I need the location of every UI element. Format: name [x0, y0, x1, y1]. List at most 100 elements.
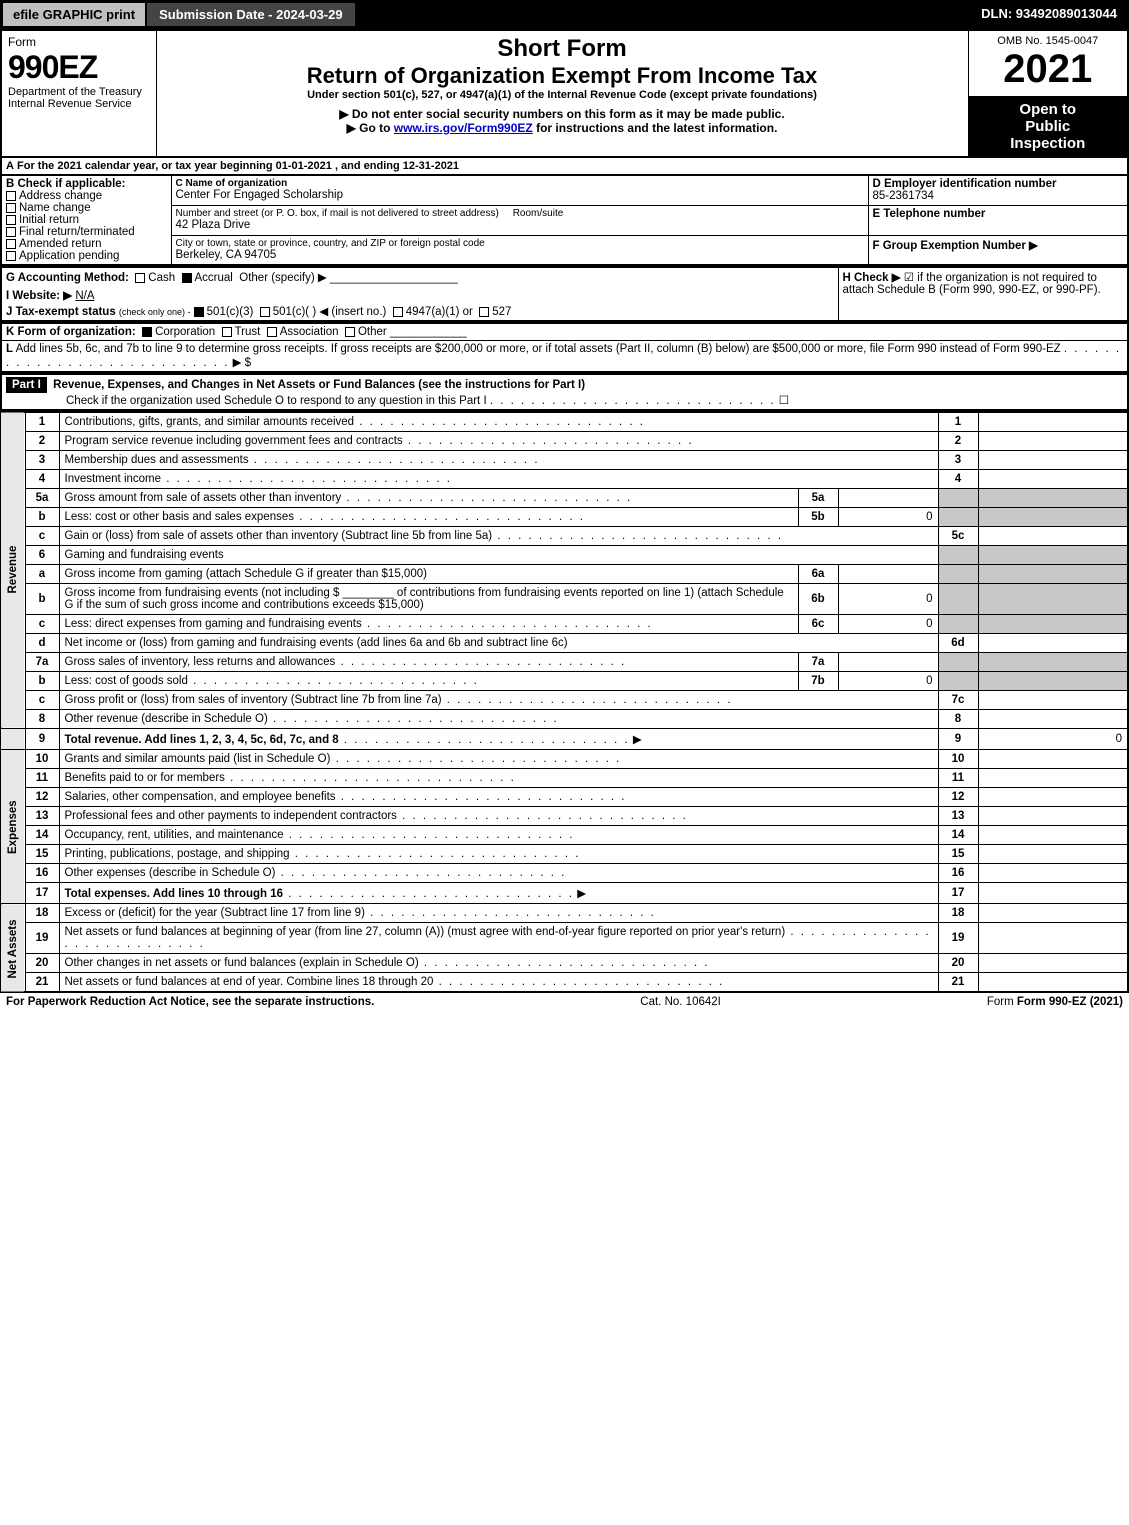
- line-21-text: Net assets or fund balances at end of ye…: [65, 976, 434, 988]
- line-1-box: 1: [938, 412, 978, 432]
- chk-cash[interactable]: [135, 273, 145, 283]
- form-footer-num: Form 990-EZ (2021): [1017, 996, 1123, 1008]
- line-1-num: 1: [25, 412, 59, 432]
- line-19-amt: [978, 923, 1128, 954]
- line-21-box: 21: [938, 973, 978, 993]
- line-16-amt: [978, 864, 1128, 883]
- tax-year: 2021: [975, 47, 1122, 92]
- part-i-title: Revenue, Expenses, and Changes in Net As…: [53, 379, 585, 391]
- section-l-arrow: ▶ $: [233, 357, 251, 369]
- form-label: Form: [8, 35, 150, 49]
- line-19-num: 19: [25, 923, 59, 954]
- line-3-text: Membership dues and assessments: [65, 454, 249, 466]
- shaded-cell: [938, 653, 978, 672]
- efile-print-button[interactable]: efile GRAPHIC print: [2, 2, 146, 27]
- part-i-label: Part I: [6, 377, 47, 393]
- shaded-cell: [978, 546, 1128, 565]
- line-3-box: 3: [938, 451, 978, 470]
- irs-link[interactable]: www.irs.gov/Form990EZ: [394, 121, 533, 135]
- part-i-lines: Revenue 1 Contributions, gifts, grants, …: [0, 411, 1129, 993]
- main-title: Return of Organization Exempt From Incom…: [163, 63, 962, 89]
- line-7b-subamt: 0: [838, 672, 938, 691]
- line-7c-text: Gross profit or (loss) from sales of inv…: [65, 694, 442, 706]
- line-15-num: 15: [25, 845, 59, 864]
- chk-schedule-b[interactable]: ☑: [904, 272, 914, 284]
- accrual-label: Accrual: [195, 272, 233, 284]
- revenue-side-label: Revenue: [1, 412, 25, 729]
- line-6c-text: Less: direct expenses from gaming and fu…: [65, 618, 362, 630]
- section-a-label: A: [6, 160, 14, 172]
- top-bar: efile GRAPHIC print Submission Date - 20…: [0, 0, 1129, 29]
- line-7a-sub: 7a: [798, 653, 838, 672]
- section-b-label: B Check if applicable:: [6, 178, 167, 190]
- shaded-cell: [978, 565, 1128, 584]
- chk-527[interactable]: [479, 307, 489, 317]
- section-j-label: J Tax-exempt status: [6, 306, 116, 318]
- assoc-label: Association: [280, 326, 339, 338]
- line-1-amt: [978, 412, 1128, 432]
- line-12-text: Salaries, other compensation, and employ…: [65, 791, 336, 803]
- line-10-text: Grants and similar amounts paid (list in…: [65, 753, 331, 765]
- line-7c-amt: [978, 691, 1128, 710]
- chk-4947[interactable]: [393, 307, 403, 317]
- room-suite-label: Room/suite: [513, 208, 564, 219]
- line-8-amt: [978, 710, 1128, 729]
- chk-accrual[interactable]: [182, 273, 192, 283]
- address-change-label: Address change: [19, 190, 102, 202]
- line-10-box: 10: [938, 750, 978, 769]
- chk-other-org[interactable]: [345, 327, 355, 337]
- line-7b-sub: 7b: [798, 672, 838, 691]
- line-14-num: 14: [25, 826, 59, 845]
- a1-label: 4947(a)(1) or: [406, 306, 473, 318]
- chk-address-change[interactable]: Address change: [6, 190, 167, 202]
- website-value: N/A: [75, 290, 94, 302]
- under-section-text: Under section 501(c), 527, or 4947(a)(1)…: [163, 89, 962, 101]
- chk-corp[interactable]: [142, 327, 152, 337]
- section-g-label: G Accounting Method:: [6, 272, 129, 284]
- line-5c-amt: [978, 527, 1128, 546]
- dln-label: DLN: 93492089013044: [971, 2, 1127, 27]
- line-2-num: 2: [25, 432, 59, 451]
- line-7b-text: Less: cost of goods sold: [65, 675, 188, 687]
- line-7b-num: b: [25, 672, 59, 691]
- line-15-amt: [978, 845, 1128, 864]
- chk-assoc[interactable]: [267, 327, 277, 337]
- chk-amended[interactable]: Amended return: [6, 238, 167, 250]
- other-org-label: Other: [358, 326, 387, 338]
- arrow-icon: ▶: [633, 734, 642, 746]
- line-16-box: 16: [938, 864, 978, 883]
- chk-name-change[interactable]: Name change: [6, 202, 167, 214]
- chk-trust[interactable]: [222, 327, 232, 337]
- ein-value: 85-2361734: [873, 190, 1124, 202]
- line-6b-num: b: [25, 584, 59, 615]
- app-pending-label: Application pending: [19, 250, 119, 262]
- org-name: Center For Engaged Scholarship: [176, 189, 864, 201]
- chk-501c[interactable]: [260, 307, 270, 317]
- section-c-label: C Name of organization: [176, 178, 864, 189]
- goto-text: ▶ Go to www.irs.gov/Form990EZ for instru…: [163, 121, 962, 135]
- k-l-block: K Form of organization: Corporation Trus…: [0, 322, 1129, 373]
- part-i-check-text: Check if the organization used Schedule …: [66, 395, 487, 407]
- section-h-label: H Check ▶: [843, 272, 901, 284]
- chk-501c3[interactable]: [194, 307, 204, 317]
- line-9-num: 9: [25, 729, 59, 750]
- section-a-row: A For the 2021 calendar year, or tax yea…: [0, 158, 1129, 174]
- opento-2: Public: [975, 118, 1122, 135]
- part-i-box[interactable]: ☐: [779, 395, 789, 407]
- page-footer: For Paperwork Reduction Act Notice, see …: [0, 993, 1129, 1011]
- line-5a-num: 5a: [25, 489, 59, 508]
- line-5b-num: b: [25, 508, 59, 527]
- line-14-text: Occupancy, rent, utilities, and maintena…: [65, 829, 284, 841]
- opento-1: Open to: [975, 101, 1122, 118]
- line-17-num: 17: [25, 883, 59, 904]
- line-6d-num: d: [25, 634, 59, 653]
- line-6c-sub: 6c: [798, 615, 838, 634]
- department-text: Department of the Treasury Internal Reve…: [8, 86, 150, 110]
- chk-app-pending[interactable]: Application pending: [6, 250, 167, 262]
- line-3-num: 3: [25, 451, 59, 470]
- chk-initial-return[interactable]: Initial return: [6, 214, 167, 226]
- line-19-text: Net assets or fund balances at beginning…: [65, 926, 786, 938]
- chk-final-return[interactable]: Final return/terminated: [6, 226, 167, 238]
- line-18-box: 18: [938, 904, 978, 923]
- name-change-label: Name change: [19, 202, 91, 214]
